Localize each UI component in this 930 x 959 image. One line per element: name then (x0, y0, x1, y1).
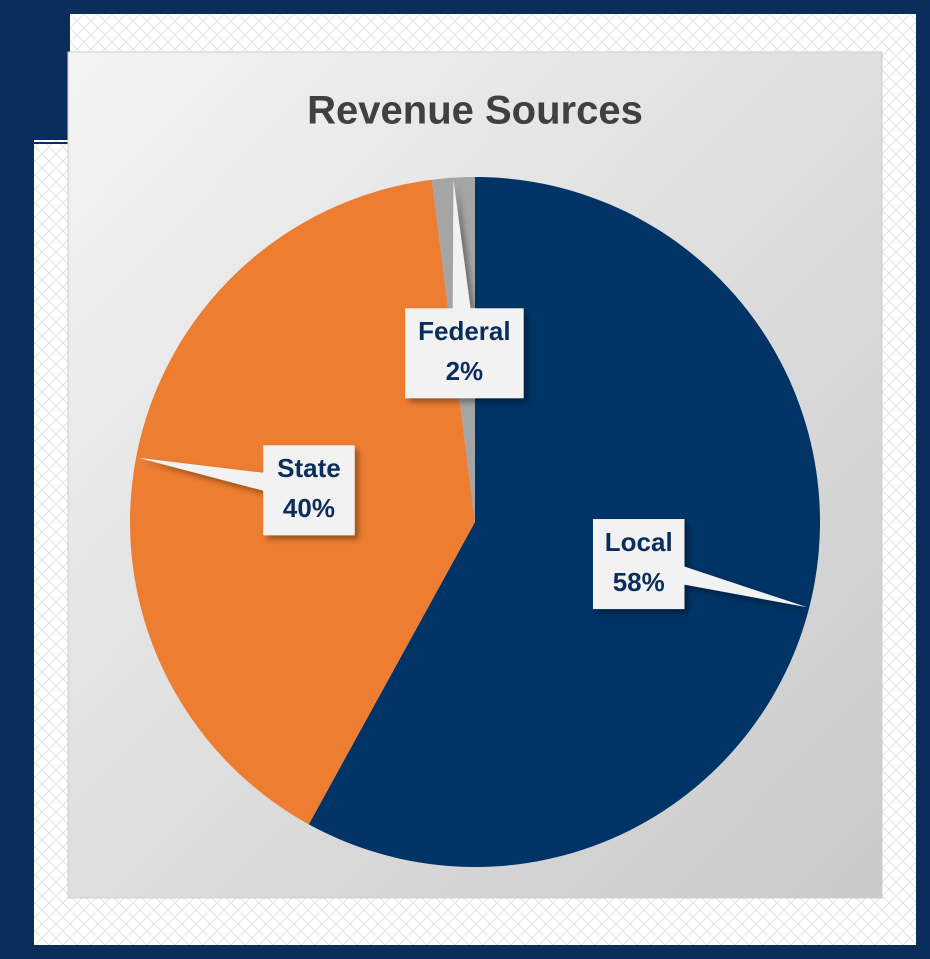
data-label (592, 519, 808, 610)
label-category: Federal (418, 316, 511, 346)
label-value: 58% (613, 567, 665, 597)
corner-block (0, 0, 70, 140)
pie-slice (308, 177, 821, 867)
callout-box (592, 519, 685, 610)
callout-box (405, 308, 524, 399)
label-category: Local (605, 527, 673, 557)
data-labels: Local 58% State 40% Federal 2% (138, 179, 808, 610)
callout-box (263, 445, 355, 536)
pie (130, 177, 821, 867)
label-category: State (277, 453, 341, 483)
data-label (138, 445, 355, 536)
data-label (405, 179, 524, 399)
label-value: 40% (283, 493, 335, 523)
label-value: 2% (446, 356, 484, 386)
chart-title: Revenue Sources (307, 89, 643, 133)
